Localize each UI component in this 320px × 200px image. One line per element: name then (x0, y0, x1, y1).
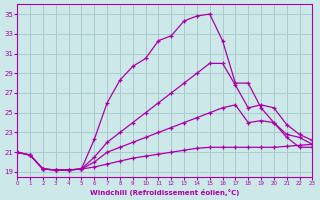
X-axis label: Windchill (Refroidissement éolien,°C): Windchill (Refroidissement éolien,°C) (90, 189, 240, 196)
